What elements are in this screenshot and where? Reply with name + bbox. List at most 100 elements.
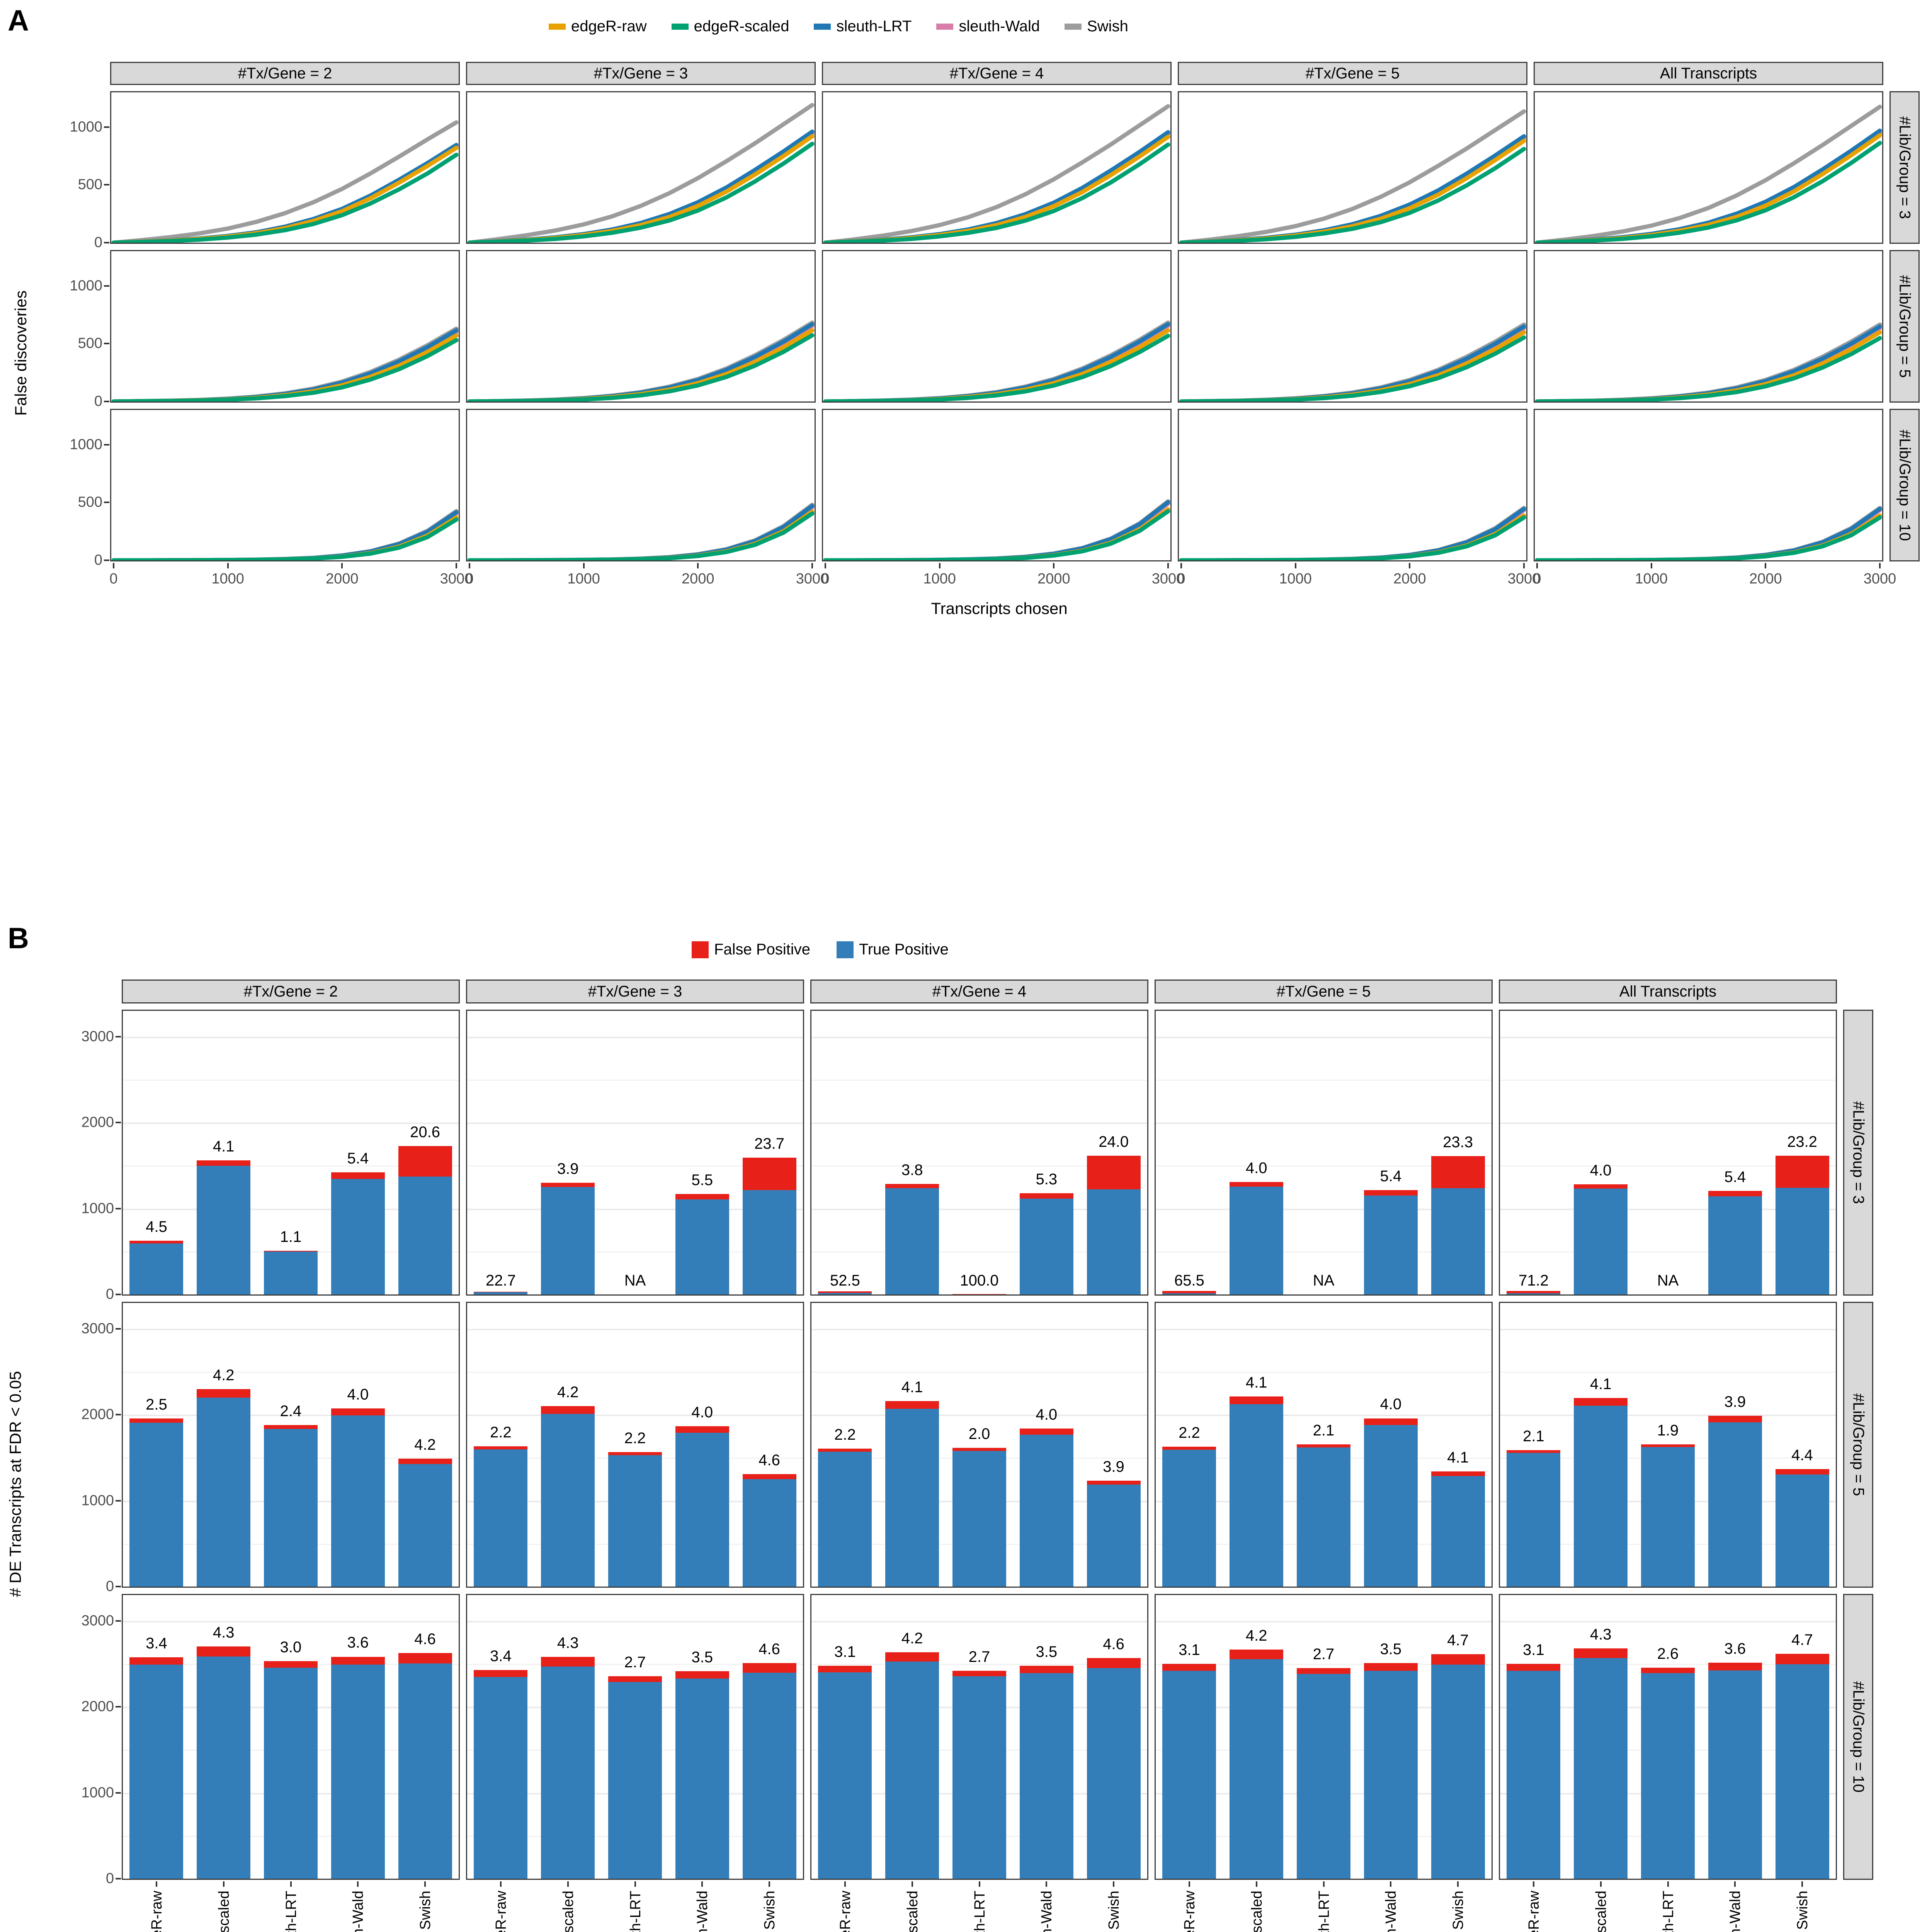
bar-sleuth-Wald[interactable] bbox=[331, 1172, 385, 1294]
bar-sleuth-Wald[interactable] bbox=[1708, 1416, 1762, 1587]
bar-sleuth-Wald[interactable] bbox=[675, 1426, 729, 1587]
bar-sleuth-Wald[interactable] bbox=[1019, 1666, 1073, 1879]
bar-sleuth-LRT[interactable] bbox=[1641, 1668, 1695, 1879]
bar-edgeR-scaled[interactable] bbox=[1230, 1649, 1284, 1879]
bar-Swish[interactable] bbox=[1431, 1471, 1485, 1587]
bar-Swish[interactable] bbox=[1775, 1469, 1829, 1587]
bar-Swish[interactable] bbox=[1087, 1156, 1141, 1294]
bar-edgeR-scaled[interactable] bbox=[885, 1401, 939, 1587]
bar-edgeR-raw[interactable] bbox=[129, 1241, 184, 1294]
gridline-0 bbox=[123, 1879, 459, 1880]
legend-item-b-0: False Positive bbox=[692, 941, 810, 958]
bar-Swish[interactable] bbox=[1431, 1654, 1485, 1879]
bar-edgeR-raw[interactable] bbox=[818, 1291, 872, 1294]
bar-edgeR-scaled[interactable] bbox=[1574, 1398, 1628, 1587]
bar-sleuth-LRT[interactable] bbox=[1296, 1668, 1350, 1879]
bar-edgeR-raw[interactable] bbox=[818, 1666, 872, 1879]
bar-edgeR-raw[interactable] bbox=[1162, 1447, 1216, 1587]
series-line-sleuth-Wald bbox=[1179, 508, 1526, 560]
bar-value-label-sleuth-LRT: 2.2 bbox=[624, 1430, 646, 1447]
bar-edgeR-raw[interactable] bbox=[1507, 1450, 1561, 1587]
panel-a-letter: A bbox=[8, 4, 29, 37]
panel-b-xtick-3-Swish: Swish bbox=[1450, 1891, 1467, 1930]
bar-value-label-sleuth-LRT: NA bbox=[1657, 1272, 1679, 1289]
bar-false-positive bbox=[675, 1426, 729, 1433]
bar-edgeR-scaled[interactable] bbox=[1574, 1648, 1628, 1879]
bar-edgeR-scaled[interactable] bbox=[541, 1406, 595, 1587]
bar-sleuth-Wald[interactable] bbox=[1364, 1190, 1418, 1294]
bar-sleuth-LRT[interactable] bbox=[608, 1676, 662, 1879]
gridline-1500 bbox=[1500, 1165, 1836, 1167]
bar-sleuth-Wald[interactable] bbox=[1364, 1418, 1418, 1587]
bar-sleuth-LRT[interactable] bbox=[952, 1448, 1006, 1587]
panel-b-xtick-2-sleuth-Wald: sleuth-Wald bbox=[1039, 1891, 1055, 1932]
series-line-edgeR-scaled bbox=[1179, 335, 1526, 401]
row-strip-2: #Lib/Group = 10 bbox=[1889, 409, 1920, 561]
bar-sleuth-Wald[interactable] bbox=[331, 1656, 385, 1879]
bar-edgeR-scaled[interactable] bbox=[1574, 1184, 1628, 1294]
bar-sleuth-Wald[interactable] bbox=[1019, 1429, 1073, 1587]
bar-sleuth-LRT[interactable] bbox=[264, 1251, 318, 1294]
bar-sleuth-LRT[interactable] bbox=[264, 1425, 318, 1587]
bar-sleuth-Wald[interactable] bbox=[1708, 1662, 1762, 1879]
bar-Swish[interactable] bbox=[742, 1663, 796, 1879]
bar-Swish[interactable] bbox=[398, 1459, 452, 1587]
bar-sleuth-Wald[interactable] bbox=[1708, 1190, 1762, 1294]
bar-Swish[interactable] bbox=[742, 1157, 796, 1294]
panel-a-xtick-4-3000: 3000 bbox=[1863, 571, 1896, 587]
bar-sleuth-Wald[interactable] bbox=[675, 1671, 729, 1879]
bar-edgeR-scaled[interactable] bbox=[1230, 1182, 1284, 1294]
bar-Swish[interactable] bbox=[398, 1653, 452, 1879]
panel-b-xtick-0-Swish: Swish bbox=[417, 1891, 434, 1930]
bar-edgeR-scaled[interactable] bbox=[197, 1160, 251, 1294]
bar-edgeR-raw[interactable] bbox=[474, 1291, 528, 1294]
gridline-1500 bbox=[123, 1165, 459, 1167]
panel-b-xtick-0-sleuth-LRT: sleuth-LRT bbox=[283, 1891, 299, 1932]
bar-edgeR-scaled[interactable] bbox=[885, 1652, 939, 1879]
bar-Swish[interactable] bbox=[398, 1146, 452, 1294]
col-strip-3: #Tx/Gene = 5 bbox=[1155, 980, 1493, 1003]
bar-edgeR-scaled[interactable] bbox=[541, 1656, 595, 1879]
bar-sleuth-LRT[interactable] bbox=[952, 1670, 1006, 1879]
bar-edgeR-scaled[interactable] bbox=[197, 1646, 251, 1879]
bar-sleuth-Wald[interactable] bbox=[331, 1408, 385, 1587]
gridline-2000 bbox=[123, 1415, 459, 1417]
bar-edgeR-raw[interactable] bbox=[1162, 1291, 1216, 1294]
bar-edgeR-raw[interactable] bbox=[474, 1446, 528, 1587]
bar-edgeR-scaled[interactable] bbox=[197, 1389, 251, 1587]
gridline-1500 bbox=[811, 1165, 1147, 1167]
bar-false-positive bbox=[1431, 1654, 1485, 1665]
bar-Swish[interactable] bbox=[742, 1474, 796, 1587]
bar-Swish[interactable] bbox=[1775, 1653, 1829, 1879]
bar-edgeR-raw[interactable] bbox=[818, 1449, 872, 1587]
panel-b-xtick-mark bbox=[1667, 1881, 1669, 1887]
bar-sleuth-LRT[interactable] bbox=[1641, 1444, 1695, 1587]
bar-false-positive bbox=[398, 1459, 452, 1464]
bar-edgeR-raw[interactable] bbox=[1162, 1664, 1216, 1879]
bar-sleuth-LRT[interactable] bbox=[608, 1452, 662, 1587]
bar-edgeR-raw[interactable] bbox=[129, 1657, 184, 1879]
bar-edgeR-raw[interactable] bbox=[1507, 1664, 1561, 1879]
bar-sleuth-LRT[interactable] bbox=[264, 1661, 318, 1879]
bar-sleuth-Wald[interactable] bbox=[1019, 1193, 1073, 1294]
bar-Swish[interactable] bbox=[1775, 1156, 1829, 1294]
bar-true-positive bbox=[1364, 1196, 1418, 1294]
gridline-2500 bbox=[467, 1663, 803, 1665]
bar-sleuth-LRT[interactable] bbox=[1296, 1444, 1350, 1587]
bar-edgeR-scaled[interactable] bbox=[541, 1182, 595, 1294]
bar-Swish[interactable] bbox=[1087, 1658, 1141, 1879]
bar-value-label-Swish: 4.7 bbox=[1447, 1631, 1469, 1649]
bar-Swish[interactable] bbox=[1431, 1156, 1485, 1294]
bar-sleuth-Wald[interactable] bbox=[675, 1194, 729, 1294]
bar-Swish[interactable] bbox=[1087, 1480, 1141, 1587]
bar-edgeR-raw[interactable] bbox=[474, 1670, 528, 1879]
bar-edgeR-raw[interactable] bbox=[1507, 1291, 1561, 1294]
gridline-3000 bbox=[1156, 1621, 1492, 1622]
bar-edgeR-scaled[interactable] bbox=[1230, 1396, 1284, 1587]
panel-a-xtick-2-3000: 3000 bbox=[1151, 571, 1185, 587]
panel-b-xtick-mark bbox=[1255, 1881, 1257, 1887]
panel-b-ytick-mark bbox=[116, 1620, 121, 1622]
bar-edgeR-scaled[interactable] bbox=[885, 1184, 939, 1294]
bar-edgeR-raw[interactable] bbox=[129, 1418, 184, 1587]
bar-sleuth-Wald[interactable] bbox=[1364, 1663, 1418, 1879]
